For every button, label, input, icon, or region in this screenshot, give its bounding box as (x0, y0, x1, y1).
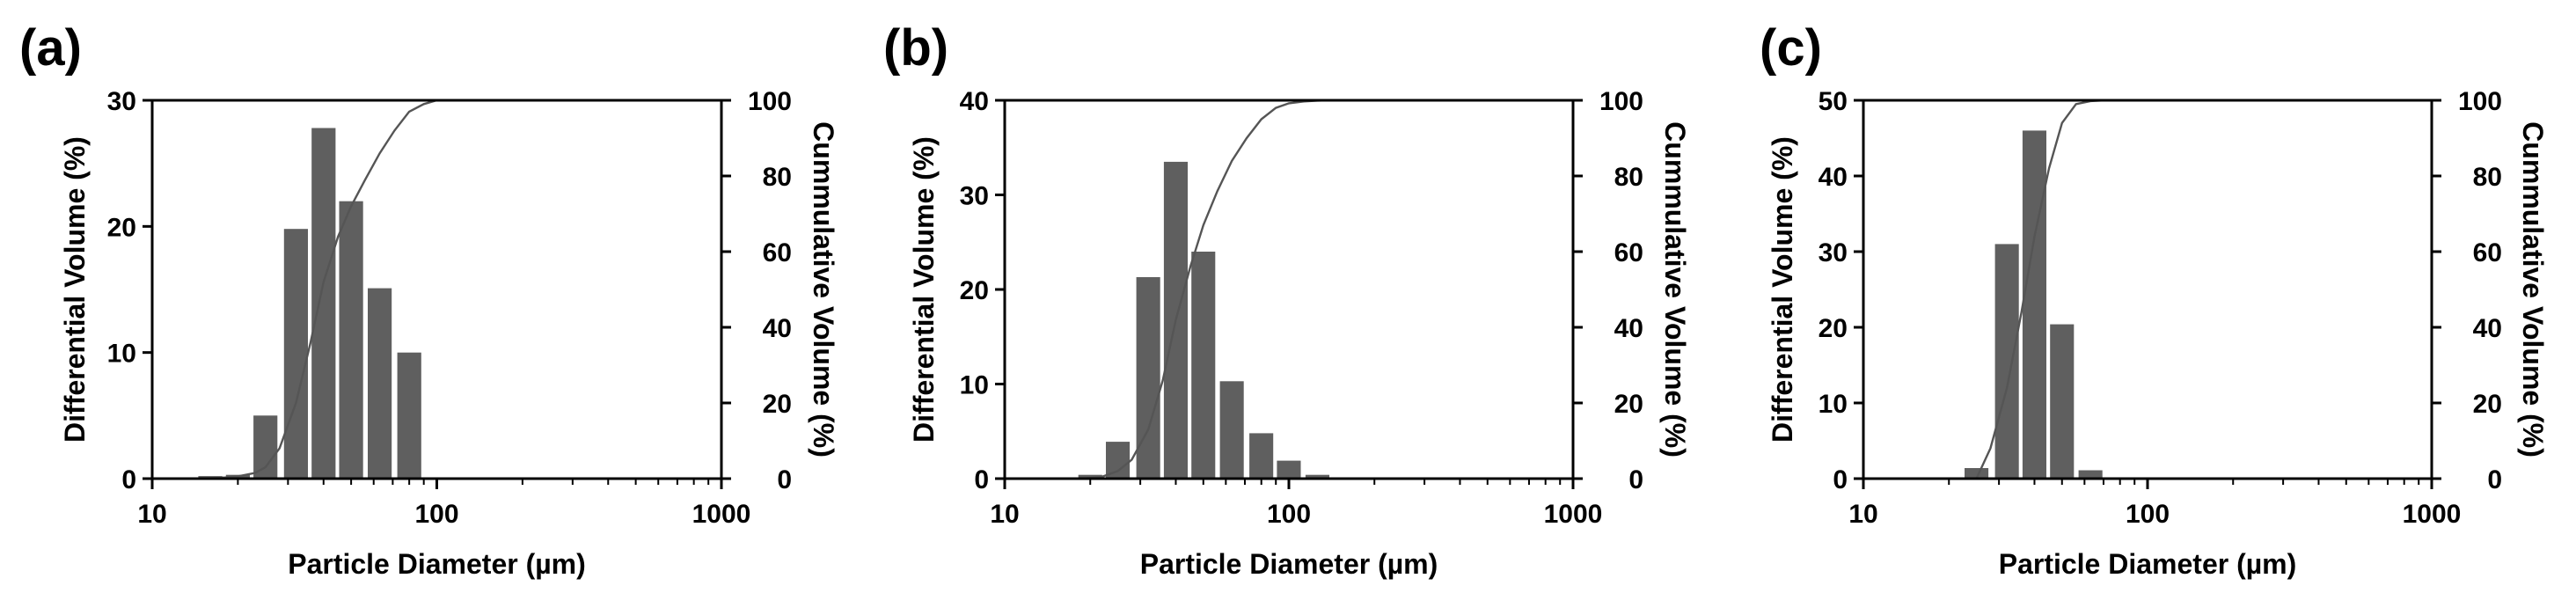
x-tick-label: 100 (1267, 500, 1311, 529)
bar (283, 229, 308, 479)
y2-tick-label: 0 (2487, 465, 2502, 494)
y-tick-label: 50 (1819, 87, 1848, 116)
bar (1994, 244, 2019, 479)
x-axis-title: Particle Diameter (µm) (1999, 548, 2297, 580)
bar (2050, 324, 2075, 479)
cumulative-line (1975, 99, 2106, 480)
y2-tick-label: 60 (2473, 238, 2502, 267)
x-tick-label: 1000 (692, 500, 751, 529)
bar (1136, 277, 1160, 479)
bar (1191, 252, 1216, 479)
panel-label: (b) (883, 19, 948, 77)
x-tick-label: 10 (137, 500, 166, 529)
x-tick-label: 10 (990, 500, 1019, 529)
x-axis-title: Particle Diameter (µm) (288, 548, 586, 580)
y2-tick-label: 20 (1614, 390, 1643, 419)
y-tick-label: 20 (107, 213, 136, 242)
x-tick-label: 1000 (1544, 500, 1603, 529)
bar (1277, 460, 1301, 479)
bar (1106, 442, 1131, 479)
bar (1249, 433, 1274, 479)
y-axis-title: Differential Volume (%) (1767, 136, 1798, 443)
cumulative-line (1083, 99, 1331, 480)
bar (1305, 474, 1329, 479)
y-tick-label: 30 (960, 182, 989, 211)
x-tick-label: 1000 (2403, 500, 2462, 529)
y2-tick-label: 0 (777, 465, 792, 494)
y2-axis-title: Cummulative Volume (%) (1659, 121, 1691, 458)
bar (2078, 470, 2103, 479)
y2-tick-label: 40 (763, 314, 792, 343)
x-axis-title: Particle Diameter (µm) (1140, 548, 1438, 580)
y-tick-label: 0 (1833, 465, 1848, 494)
y2-tick-label: 60 (763, 238, 792, 267)
y2-tick-label: 20 (2473, 390, 2502, 419)
y2-tick-label: 80 (1614, 163, 1643, 192)
y2-tick-label: 100 (748, 87, 792, 116)
y2-axis-title: Cummulative Volume (%) (2517, 121, 2549, 458)
bar (1219, 381, 1244, 479)
y-tick-label: 10 (1819, 390, 1848, 419)
panel-label: (c) (1760, 19, 1822, 77)
y2-tick-label: 20 (763, 390, 792, 419)
x-tick-label: 100 (414, 500, 458, 529)
x-tick-label: 10 (1848, 500, 1877, 529)
y2-axis-title: Cummulative Volume (%) (808, 121, 839, 458)
y-tick-label: 20 (960, 276, 989, 305)
bar (339, 201, 363, 479)
plot-frame (150, 99, 723, 480)
bar (397, 352, 421, 479)
y-tick-label: 0 (121, 465, 136, 494)
panel-label: (a) (19, 19, 82, 77)
y2-tick-label: 80 (2473, 163, 2502, 192)
bar (311, 128, 336, 479)
y-tick-label: 20 (1819, 314, 1848, 343)
bar (1078, 474, 1102, 479)
y-tick-label: 40 (960, 87, 989, 116)
y-tick-label: 0 (974, 465, 989, 494)
y2-tick-label: 40 (1614, 314, 1643, 343)
bar (2022, 130, 2046, 479)
y2-tick-label: 40 (2473, 314, 2502, 343)
y2-tick-label: 0 (1628, 465, 1643, 494)
cumulative-line (201, 99, 437, 480)
plot-frame (1003, 99, 1575, 480)
bar (1965, 468, 1989, 479)
y-axis-title: Differential Volume (%) (59, 136, 91, 443)
x-tick-label: 100 (2126, 500, 2170, 529)
y-tick-label: 10 (960, 371, 989, 400)
y2-tick-label: 80 (763, 163, 792, 192)
bar (368, 288, 392, 479)
bar (253, 415, 278, 479)
y-tick-label: 30 (107, 87, 136, 116)
y-tick-label: 40 (1819, 163, 1848, 192)
y2-tick-label: 60 (1614, 238, 1643, 267)
y2-tick-label: 100 (2458, 87, 2502, 116)
y-tick-label: 10 (107, 340, 136, 369)
y-axis-title: Differential Volume (%) (908, 136, 940, 443)
y-tick-label: 30 (1819, 238, 1848, 267)
plot-frame (1862, 99, 2433, 480)
y2-tick-label: 100 (1599, 87, 1643, 116)
